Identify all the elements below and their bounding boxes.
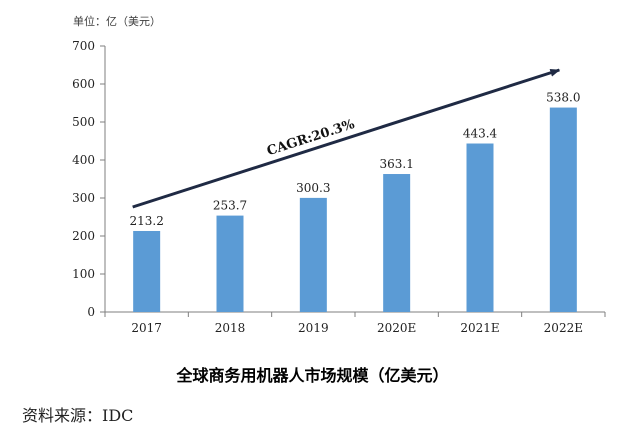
value-label-2018: 253.7	[213, 199, 247, 213]
bar-2019	[299, 197, 327, 312]
bar-2017	[133, 230, 161, 312]
unit-label: 单位：亿（美元）	[73, 15, 161, 28]
bar-2022E	[549, 107, 577, 312]
chart-title: 全球商务用机器人市场规模（亿美元）	[176, 366, 449, 385]
value-label-2019: 300.3	[296, 181, 330, 195]
y-tick-label: 200	[72, 229, 95, 243]
y-tick-label: 500	[72, 115, 95, 129]
y-tick-label: 600	[72, 77, 95, 91]
cagr-arrow	[132, 68, 561, 209]
y-tick-label: 400	[72, 153, 95, 167]
category-label-2021E: 2021E	[460, 321, 499, 335]
value-label-2020E: 363.1	[379, 157, 413, 171]
y-tick-label: 100	[72, 267, 95, 281]
y-tick-label: 700	[72, 39, 95, 53]
y-tick-label: 300	[72, 191, 95, 205]
category-label-2020E: 2020E	[377, 321, 416, 335]
value-label-2021E: 443.4	[463, 127, 498, 141]
category-label-2019: 2019	[298, 321, 329, 335]
value-label-2022E: 538.0	[546, 91, 580, 105]
source-note: 资料来源：IDC	[22, 406, 134, 425]
bar-2021E	[466, 143, 494, 312]
bar-2020E	[383, 174, 411, 312]
y-tick-label: 0	[87, 305, 95, 319]
category-label-2018: 2018	[215, 321, 246, 335]
value-label-2017: 213.2	[129, 214, 163, 228]
bar-2018	[216, 215, 244, 312]
category-label-2022E: 2022E	[544, 321, 583, 335]
category-label-2017: 2017	[131, 321, 162, 335]
